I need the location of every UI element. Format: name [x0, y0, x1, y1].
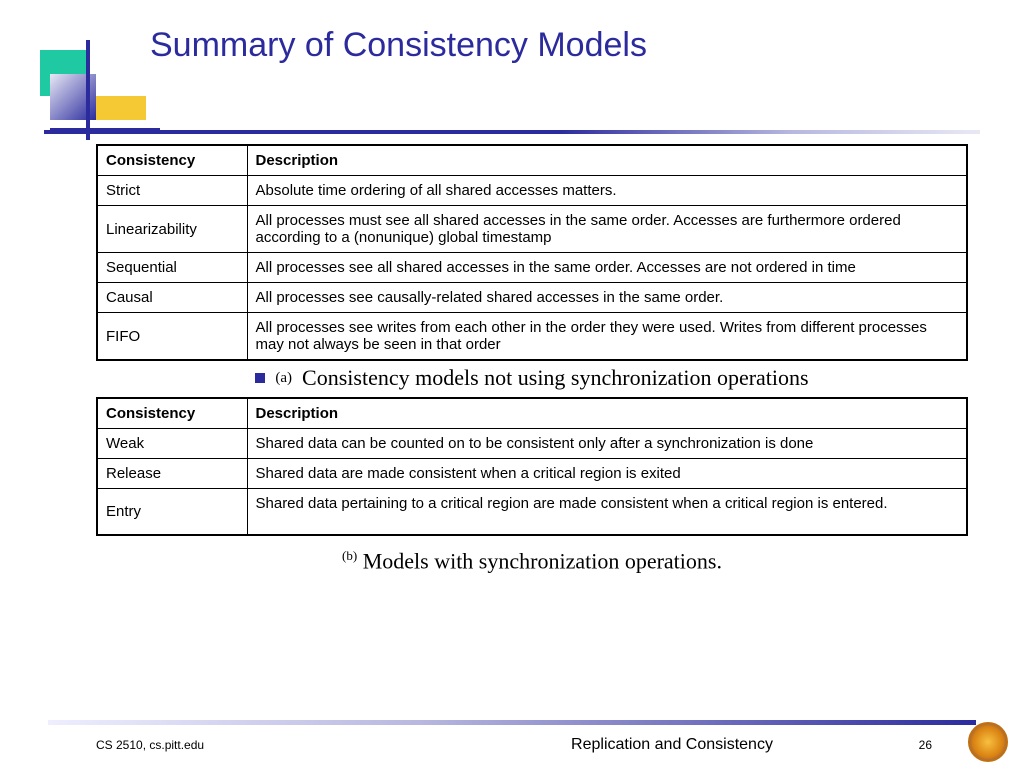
caption-a: (a) Consistency models not using synchro…: [96, 365, 968, 391]
col-header-consistency: Consistency: [97, 398, 247, 429]
cell-desc: All processes see causally-related share…: [247, 283, 967, 313]
col-header-consistency: Consistency: [97, 145, 247, 176]
table-row: Strict Absolute time ordering of all sha…: [97, 176, 967, 206]
table-row: Linearizability All processes must see a…: [97, 206, 967, 253]
bullet-icon: [255, 373, 265, 383]
slide-footer: CS 2510, cs.pitt.edu Replication and Con…: [0, 720, 1024, 768]
table-header-row: Consistency Description: [97, 398, 967, 429]
caption-b-text: Models with synchronization operations.: [363, 548, 722, 573]
cell-desc: All processes see writes from each other…: [247, 313, 967, 361]
cell-name: Linearizability: [97, 206, 247, 253]
cell-desc: Shared data can be counted on to be cons…: [247, 429, 967, 459]
table-row: Causal All processes see causally-relate…: [97, 283, 967, 313]
table-row: Weak Shared data can be counted on to be…: [97, 429, 967, 459]
cell-name: FIFO: [97, 313, 247, 361]
cell-desc: Shared data pertaining to a critical reg…: [247, 489, 967, 536]
consistency-table-b: Consistency Description Weak Shared data…: [96, 397, 968, 536]
cell-desc: Shared data are made consistent when a c…: [247, 459, 967, 489]
table-header-row: Consistency Description: [97, 145, 967, 176]
cell-name: Strict: [97, 176, 247, 206]
table-row: Sequential All processes see all shared …: [97, 253, 967, 283]
table-row: Entry Shared data pertaining to a critic…: [97, 489, 967, 536]
caption-a-text: Consistency models not using synchroniza…: [302, 365, 809, 391]
footer-page-number: 26: [919, 738, 932, 752]
cell-name: Weak: [97, 429, 247, 459]
cell-desc: Absolute time ordering of all shared acc…: [247, 176, 967, 206]
caption-a-tag: (a): [275, 370, 292, 387]
slide-title: Summary of Consistency Models: [150, 26, 647, 65]
col-header-description: Description: [247, 398, 967, 429]
cell-name: Sequential: [97, 253, 247, 283]
table-row: Release Shared data are made consistent …: [97, 459, 967, 489]
cell-name: Release: [97, 459, 247, 489]
caption-b-tag: (b): [342, 548, 357, 563]
footer-gradient-bar: [48, 720, 976, 725]
cell-desc: All processes must see all shared access…: [247, 206, 967, 253]
col-header-description: Description: [247, 145, 967, 176]
title-underline: [44, 130, 980, 134]
university-seal-icon: [968, 722, 1008, 762]
cell-desc: All processes see all shared accesses in…: [247, 253, 967, 283]
consistency-table-a: Consistency Description Strict Absolute …: [96, 144, 968, 361]
cell-name: Causal: [97, 283, 247, 313]
cell-name: Entry: [97, 489, 247, 536]
footer-topic: Replication and Consistency: [0, 736, 1024, 754]
caption-b: (b) Models with synchronization operatio…: [96, 548, 968, 574]
slide-corner-decoration: [40, 40, 160, 160]
table-row: FIFO All processes see writes from each …: [97, 313, 967, 361]
